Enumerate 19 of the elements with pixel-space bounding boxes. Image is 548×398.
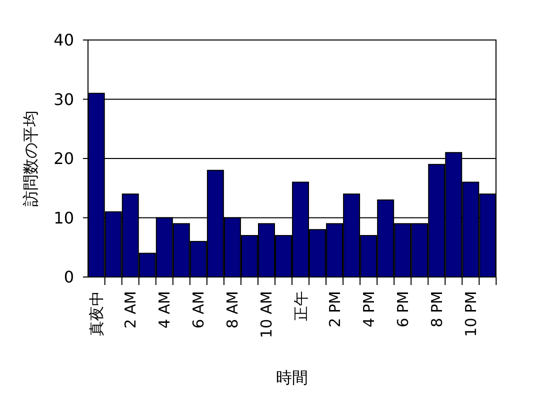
x-tick-label: 真夜中 xyxy=(88,291,106,336)
y-axis-title: 訪問数の平均 xyxy=(21,110,40,206)
y-tick-label: 20 xyxy=(54,149,74,168)
x-tick-label: 6 AM xyxy=(190,291,208,329)
x-tick-label: 10 PM xyxy=(462,291,480,337)
x-tick-label: 4 PM xyxy=(360,291,378,328)
x-tick-label: 10 AM xyxy=(258,291,276,338)
y-tick-label: 0 xyxy=(64,268,74,287)
x-tick-label: 6 PM xyxy=(394,291,412,328)
x-tick-label: 4 AM xyxy=(156,291,174,329)
y-tick-label: 10 xyxy=(54,208,74,228)
x-tick-label: 正午 xyxy=(292,291,310,321)
x-tick-label: 2 AM xyxy=(122,291,140,329)
y-tick-label: 30 xyxy=(54,90,74,109)
x-axis-title: 時間 xyxy=(276,368,308,387)
y-tick-label: 40 xyxy=(54,30,74,50)
x-tick-label: 8 PM xyxy=(428,291,446,328)
x-tick-label: 8 AM xyxy=(224,291,242,329)
x-tick-label: 2 PM xyxy=(326,291,344,328)
